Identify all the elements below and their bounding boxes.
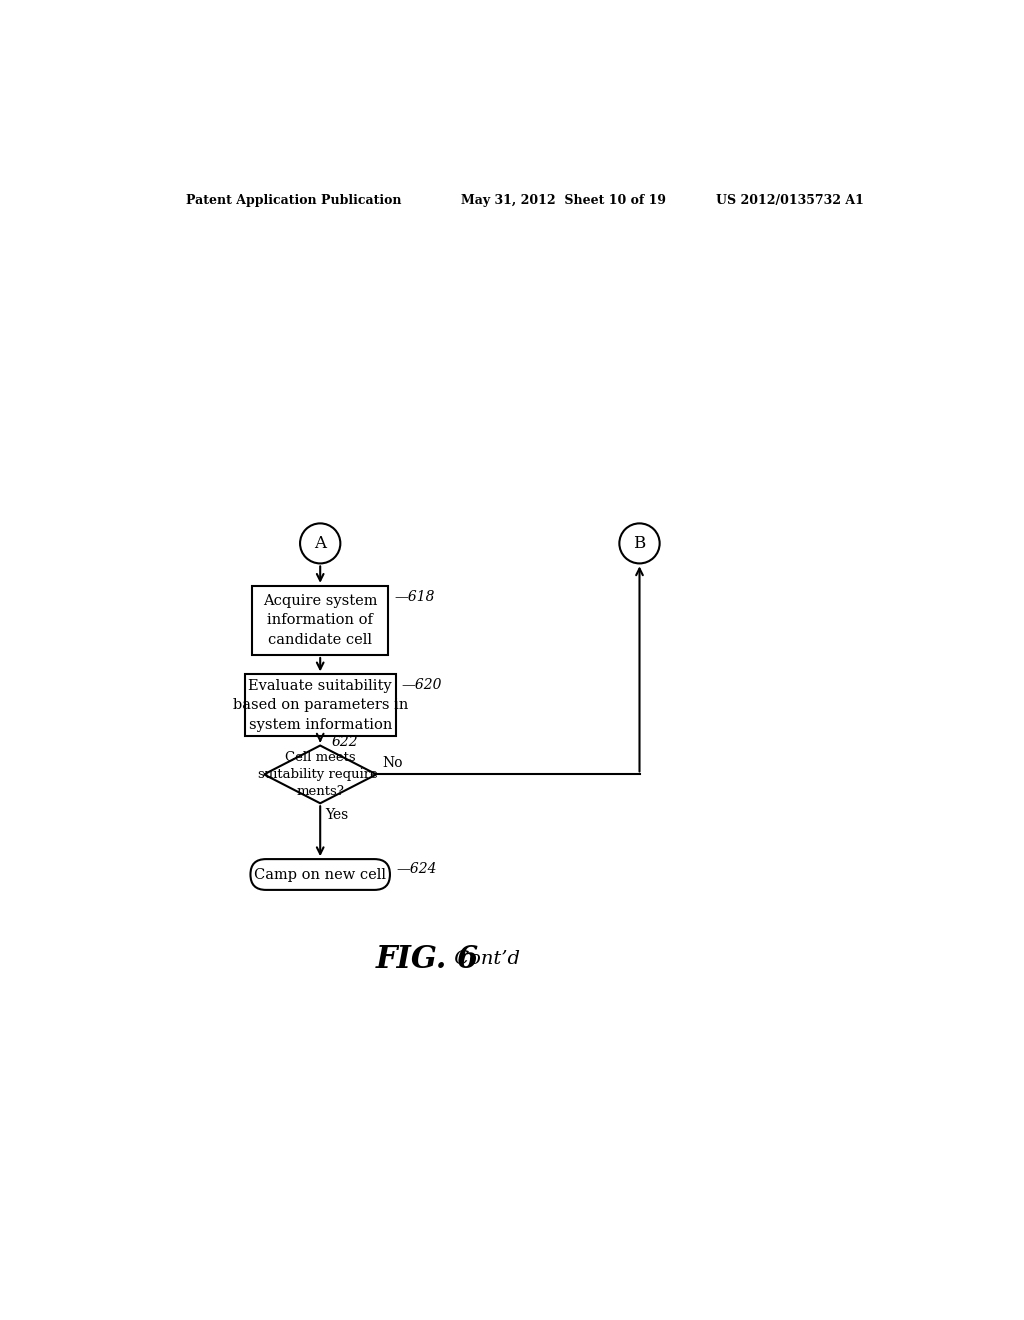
Text: Cell meets
suitability require-
ments?: Cell meets suitability require- ments?: [258, 751, 382, 797]
Text: Yes: Yes: [325, 808, 348, 822]
Text: May 31, 2012  Sheet 10 of 19: May 31, 2012 Sheet 10 of 19: [461, 194, 667, 207]
Text: Camp on new cell: Camp on new cell: [254, 867, 386, 882]
Text: Cont’d: Cont’d: [449, 950, 520, 968]
Text: FIG. 6: FIG. 6: [376, 944, 479, 974]
Text: —624: —624: [396, 862, 436, 876]
FancyBboxPatch shape: [252, 586, 388, 655]
Text: —618: —618: [394, 590, 435, 603]
Text: Evaluate suitability
based on parameters in
system information: Evaluate suitability based on parameters…: [232, 678, 408, 731]
Text: Patent Application Publication: Patent Application Publication: [186, 194, 401, 207]
Circle shape: [620, 524, 659, 564]
Circle shape: [300, 524, 340, 564]
Text: No: No: [383, 756, 403, 770]
Text: 622: 622: [332, 735, 358, 748]
Text: B: B: [634, 535, 645, 552]
Polygon shape: [264, 746, 377, 804]
Text: Acquire system
information of
candidate cell: Acquire system information of candidate …: [263, 594, 378, 647]
Text: —620: —620: [402, 678, 442, 692]
Text: A: A: [314, 535, 327, 552]
FancyBboxPatch shape: [251, 859, 390, 890]
FancyBboxPatch shape: [245, 675, 395, 737]
Text: US 2012/0135732 A1: US 2012/0135732 A1: [717, 194, 864, 207]
